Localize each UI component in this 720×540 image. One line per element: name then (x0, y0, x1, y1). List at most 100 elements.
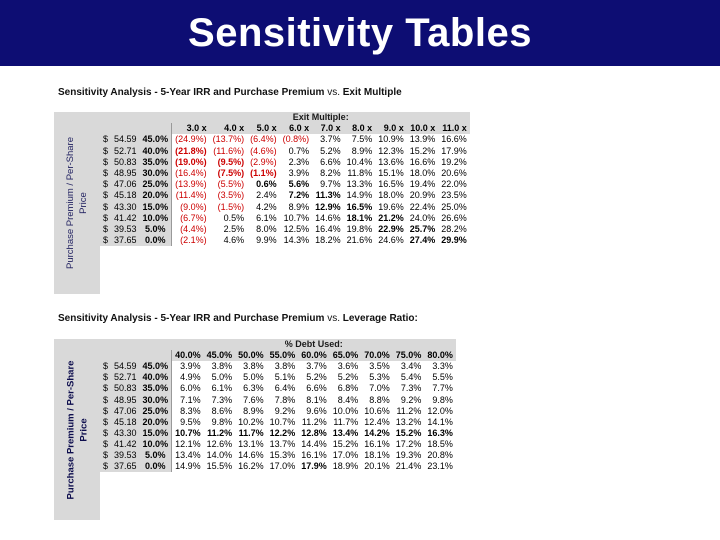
irr-cell: 2.4% (247, 190, 280, 202)
purchase-premium: 30.0% (139, 167, 173, 180)
table-row: $45.18 20.0% 9.5% 9.8% 10.2% 10.7% 11.2% 11.7% 1… (100, 416, 456, 428)
per-share-price: 39.53 (111, 223, 140, 236)
irr-cell: 7.5% (343, 134, 376, 146)
irr-cell: 21.2% (375, 212, 407, 224)
irr-cell: 16.5% (343, 201, 376, 213)
per-share-price: 45.18 (111, 190, 140, 202)
irr-cell: (6.4%) (247, 134, 280, 146)
axis-corner (100, 350, 112, 362)
irr-cell: 12.2% (266, 427, 299, 439)
table2-title: Sensitivity Analysis - 5-Year IRR and Pu… (58, 313, 418, 324)
per-share-price: 45.18 (111, 416, 140, 428)
per-share-price: 41.42 (111, 438, 140, 450)
irr-cell: 3.9% (171, 361, 204, 373)
header-spacer (100, 339, 172, 351)
table-row: $54.59 45.0% (24.9%) (13.7%) (6.4%) (0.8%) 3.7… (100, 134, 470, 146)
irr-cell: 19.6% (375, 201, 407, 213)
irr-cell: 6.4% (266, 383, 299, 395)
irr-cell: 20.9% (406, 190, 439, 202)
table-row: $37.65 0.0% (2.1%) 4.6% 9.9% 14.3% 18.2% 21.6% 2… (100, 235, 470, 247)
irr-cell: 9.6% (298, 405, 330, 417)
irr-cell: 5.5% (424, 372, 456, 384)
irr-cell: 5.4% (392, 372, 425, 384)
purchase-premium: 20.0% (139, 416, 173, 428)
table2-title-part-4: Leverage Ratio: (342, 313, 418, 324)
irr-cell: 7.6% (235, 394, 267, 406)
irr-cell: 5.2% (329, 372, 362, 384)
irr-cell: 22.9% (375, 223, 407, 236)
per-share-price: 54.59 (111, 361, 140, 373)
irr-cell: 29.9% (438, 235, 470, 247)
irr-cell: 14.3% (279, 235, 313, 247)
purchase-premium: 35.0% (139, 156, 173, 168)
slide-title-bar: Sensitivity Tables (0, 0, 720, 66)
currency-symbol: $ (100, 201, 112, 213)
irr-cell: 11.3% (312, 190, 344, 202)
irr-cell: 28.2% (438, 223, 470, 236)
currency-symbol: $ (100, 134, 112, 146)
irr-cell: 6.1% (247, 212, 280, 224)
purchase-premium: 15.0% (139, 427, 173, 439)
per-share-price: 50.83 (111, 156, 140, 168)
table2-title-part-1: Sensitivity Analysis - 5-Year IRR and (58, 313, 234, 324)
per-share-price: 50.83 (111, 383, 140, 395)
irr-cell: 3.8% (266, 361, 299, 373)
purchase-premium: 10.0% (139, 438, 173, 450)
irr-cell: 11.2% (203, 427, 236, 439)
irr-cell: 14.6% (312, 212, 344, 224)
per-share-price: 43.30 (111, 201, 140, 213)
irr-cell: 24.6% (375, 235, 407, 247)
irr-cell: 20.6% (438, 167, 470, 180)
per-share-price: 52.71 (111, 145, 140, 157)
irr-cell: 5.2% (312, 145, 344, 157)
irr-cell: 15.1% (375, 167, 407, 180)
irr-cell: 7.3% (392, 383, 425, 395)
currency-symbol: $ (100, 416, 112, 428)
irr-cell: 10.9% (375, 134, 407, 146)
currency-symbol: $ (100, 145, 112, 157)
irr-cell: 11.7% (235, 427, 267, 439)
irr-cell: 17.9% (438, 145, 470, 157)
irr-cell: 6.1% (203, 383, 236, 395)
per-share-price: 37.65 (111, 461, 140, 473)
column-header: 50.0% (235, 350, 267, 362)
irr-cell: 10.7% (279, 212, 313, 224)
table-row: $50.83 35.0% 6.0% 6.1% 6.3% 6.4% 6.6% 6.8% 7.0% 7… (100, 383, 456, 395)
table-row: $52.71 40.0% (21.8%) (11.6%) (4.6%) 0.7% 5.2% 8… (100, 145, 470, 157)
column-header: 65.0% (329, 350, 362, 362)
irr-cell: 15.2% (392, 427, 425, 439)
irr-cell: 5.3% (361, 372, 393, 384)
irr-cell: 4.9% (171, 372, 204, 384)
irr-cell: 14.9% (171, 461, 204, 473)
irr-cell: 0.6% (247, 179, 280, 191)
table-row: $50.83 35.0% (19.0%) (9.5%) (2.9%) 2.3% 6.6% 10… (100, 156, 470, 168)
column-header: 4.0 x (209, 123, 248, 135)
table1-title-part-1: Sensitivity Analysis - 5-Year IRR and (58, 87, 234, 98)
irr-cell: 3.8% (235, 361, 267, 373)
irr-cell: 3.7% (312, 134, 344, 146)
table1-title: Sensitivity Analysis - 5-Year IRR and Pu… (58, 87, 402, 98)
irr-cell: 18.9% (329, 461, 362, 473)
irr-cell: 0.7% (279, 145, 313, 157)
irr-cell: 19.4% (406, 179, 439, 191)
irr-cell: 6.0% (171, 383, 204, 395)
irr-cell: 8.3% (171, 405, 204, 417)
irr-cell: 18.1% (361, 449, 393, 462)
irr-cell: 6.8% (329, 383, 362, 395)
irr-cell: 14.9% (343, 190, 376, 202)
column-header: 45.0% (203, 350, 236, 362)
irr-cell: 9.2% (392, 394, 425, 406)
table-row: $48.95 30.0% 7.1% 7.3% 7.6% 7.8% 8.1% 8.4% 8.8% 9… (100, 394, 456, 406)
irr-cell: 6.6% (312, 156, 344, 168)
table1-title-part-2: Purchase Premium (233, 87, 325, 98)
irr-cell: 14.4% (298, 438, 330, 450)
irr-cell: (13.7%) (209, 134, 248, 146)
table2-title-part-3: vs. (324, 313, 343, 324)
purchase-premium: 10.0% (139, 212, 173, 224)
table1-side-label-bar: Purchase Premium / Per-Share Price (54, 112, 100, 294)
per-share-price: 54.59 (111, 134, 140, 146)
purchase-premium: 30.0% (139, 394, 173, 406)
currency-symbol: $ (100, 427, 112, 439)
irr-cell: 3.7% (298, 361, 330, 373)
currency-symbol: $ (100, 461, 112, 473)
